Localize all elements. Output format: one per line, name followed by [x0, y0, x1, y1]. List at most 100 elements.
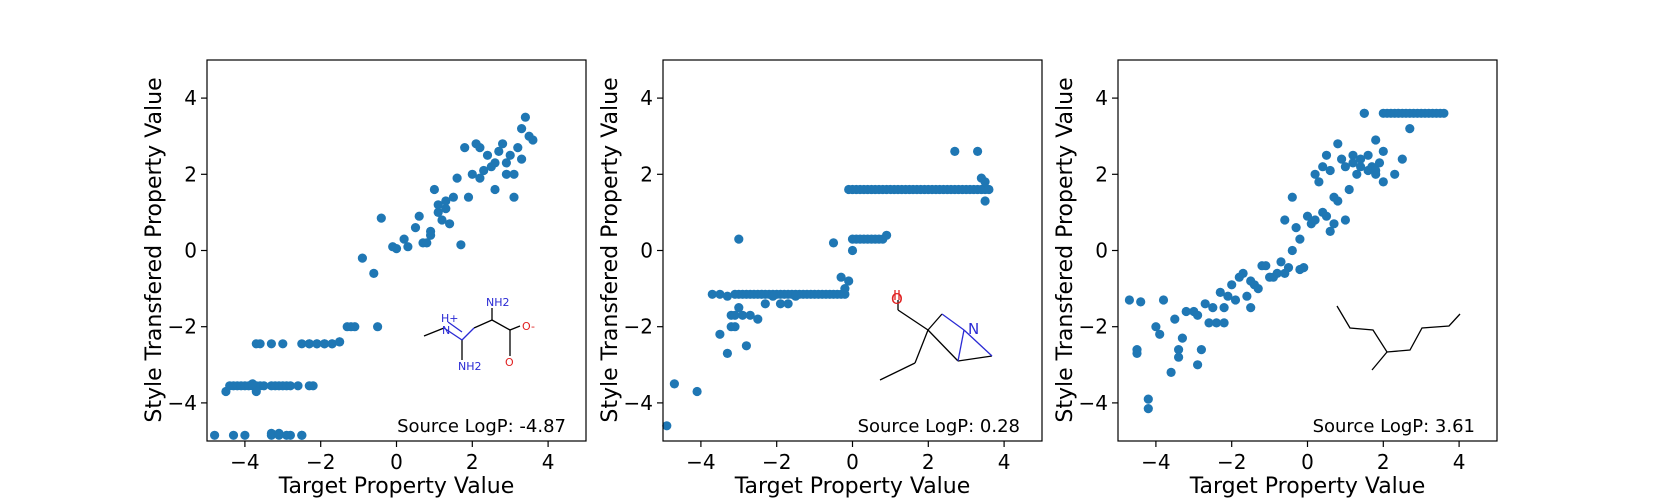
data-point	[247, 379, 258, 389]
y-axis-label: Style Transfered Property Value	[142, 77, 167, 422]
source-logp-annotation: Source LogP: 3.61	[1313, 416, 1475, 437]
source-logp-annotation: Source LogP: 0.28	[858, 416, 1020, 437]
data-point	[760, 299, 770, 309]
x-tick-label: 2	[466, 450, 479, 474]
data-point	[715, 289, 725, 299]
data-point	[1329, 192, 1339, 202]
data-point	[692, 386, 702, 397]
y-tick-label: −4	[168, 391, 197, 415]
data-point	[1397, 154, 1407, 164]
data-point	[1287, 192, 1297, 202]
data-point	[1219, 318, 1229, 328]
data-point	[240, 430, 250, 440]
data-point	[1155, 329, 1165, 339]
data-point	[1325, 165, 1335, 176]
panel-2: −4 −2 0 2 4 −4 −2 0 2 4 Target Property Value Sty…	[598, 59, 1043, 498]
data-point	[335, 337, 345, 347]
data-point	[1238, 268, 1248, 278]
data-point	[1124, 295, 1134, 305]
data-point	[1359, 108, 1369, 118]
x-tick-label: 0	[390, 450, 403, 474]
data-point	[1348, 150, 1358, 160]
data-point	[973, 146, 983, 156]
x-tick-label: −4	[1141, 450, 1170, 474]
data-point	[1272, 268, 1282, 278]
data-point	[501, 158, 511, 168]
x-tick-label: 4	[1453, 450, 1466, 474]
x-tick-label: 0	[1301, 450, 1314, 474]
data-point	[456, 240, 466, 250]
data-point	[1314, 177, 1324, 187]
data-point	[274, 428, 284, 438]
data-point	[1371, 135, 1381, 145]
y-axis-label: Style Transfered Property Value	[1053, 77, 1078, 422]
data-point	[734, 234, 744, 244]
x-tick-label: 2	[922, 450, 935, 474]
data-point	[210, 430, 220, 440]
data-point	[1276, 257, 1286, 267]
data-point	[357, 253, 367, 263]
data-point	[1356, 154, 1366, 164]
data-point	[429, 184, 439, 195]
data-point	[418, 238, 428, 248]
data-point	[475, 143, 485, 153]
data-point	[768, 291, 778, 301]
data-point	[840, 284, 850, 294]
data-point	[1340, 215, 1350, 225]
data-point	[391, 244, 402, 254]
data-point	[722, 291, 733, 301]
data-point	[1318, 162, 1328, 172]
x-tick-label: 2	[1377, 450, 1390, 474]
mol-label-nh2-top: NH2	[486, 296, 510, 309]
data-point	[509, 169, 519, 179]
x-tick-label: −2	[762, 450, 791, 474]
mol-label-h-plus: H+	[441, 312, 459, 325]
data-point	[1170, 314, 1180, 324]
data-point	[1321, 150, 1332, 160]
data-point	[490, 184, 500, 195]
data-point	[433, 200, 443, 210]
data-point	[414, 211, 424, 221]
data-point	[482, 150, 493, 160]
data-point	[1378, 177, 1388, 187]
molecule-drawing: O N	[879, 290, 993, 381]
data-point	[517, 154, 527, 164]
data-point	[828, 238, 839, 248]
data-point	[479, 165, 489, 176]
data-point	[1223, 291, 1233, 301]
x-axis-label: Target Property Value	[734, 474, 971, 498]
y-tick-label: 0	[1095, 239, 1108, 263]
axis-ticks: −4 −2 0 2 4 −4 −2 0 2 4	[624, 86, 1011, 474]
data-point	[1363, 150, 1373, 160]
data-point	[1325, 226, 1335, 236]
data-point	[1329, 219, 1339, 229]
data-point	[1363, 165, 1373, 176]
data-point	[791, 291, 801, 301]
y-tick-label: 4	[640, 86, 653, 110]
data-point	[282, 430, 292, 440]
data-point	[1295, 234, 1305, 244]
y-tick-label: 2	[184, 162, 197, 186]
mol-label-o-minus: O-	[522, 320, 535, 333]
data-point	[1439, 108, 1449, 118]
y-tick-label: −4	[624, 391, 653, 415]
data-point	[1280, 268, 1290, 278]
data-point	[319, 339, 330, 349]
x-tick-label: 4	[542, 450, 555, 474]
data-point	[498, 139, 508, 149]
data-point	[1337, 154, 1347, 164]
data-point	[1344, 184, 1354, 195]
data-point	[1193, 360, 1203, 370]
data-point	[734, 303, 744, 313]
data-point	[369, 268, 379, 278]
data-point	[1405, 124, 1415, 134]
data-point	[308, 381, 318, 391]
data-point	[228, 430, 239, 440]
source-logp-annotation: Source LogP: -4.87	[397, 416, 566, 437]
data-point	[1143, 394, 1153, 404]
x-tick-label: 0	[846, 450, 859, 474]
y-tick-label: −2	[168, 315, 197, 339]
data-point	[528, 135, 538, 145]
data-point	[255, 339, 265, 349]
data-point	[327, 339, 337, 349]
